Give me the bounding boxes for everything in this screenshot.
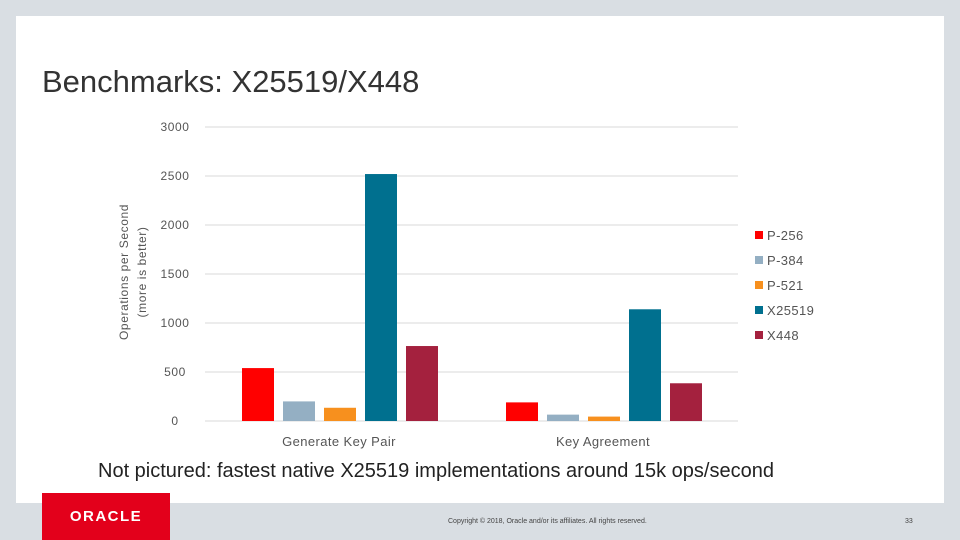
y-axis-label-line2: (more is better)	[135, 227, 149, 318]
legend-swatch	[755, 231, 763, 239]
legend-label: P-521	[767, 278, 804, 293]
bar-p-521-generate-key-pair	[324, 407, 356, 421]
legend-swatch	[755, 281, 763, 289]
legend-swatch	[755, 256, 763, 264]
x-tick-labels: Generate Key Pair Key Agreement	[282, 434, 650, 449]
slide-background	[16, 16, 944, 503]
bar-x25519-key-agreement	[629, 309, 661, 421]
bars	[242, 174, 702, 421]
y-tick-label: 1500	[160, 267, 189, 281]
legend: P-256 P-384 P-521 X25519 X448	[755, 228, 814, 343]
bar-p-256-generate-key-pair	[242, 368, 274, 421]
logo-text: ORACLE	[69, 508, 143, 525]
x-tick-label: Key Agreement	[556, 434, 650, 449]
oracle-logo: ORACLE	[42, 493, 170, 540]
y-axis-label-line1: Operations per Second	[117, 204, 131, 340]
x-tick-label: Generate Key Pair	[282, 434, 396, 449]
y-tick-label: 500	[164, 365, 186, 379]
y-tick-label: 2000	[160, 218, 189, 232]
copyright-text: Copyright © 2018, Oracle and/or its affi…	[448, 518, 647, 525]
y-tick-label: 0	[171, 414, 178, 428]
y-tick-label: 3000	[160, 120, 189, 134]
footnote: Not pictured: fastest native X25519 impl…	[98, 460, 774, 482]
slide-title: Benchmarks: X25519/X448	[42, 64, 420, 99]
bar-p-521-key-agreement	[588, 416, 620, 421]
page-number: 33	[905, 518, 913, 525]
legend-label: X448	[767, 328, 799, 343]
legend-swatch	[755, 306, 763, 314]
bar-p-384-generate-key-pair	[283, 401, 315, 421]
bar-x448-key-agreement	[670, 383, 702, 421]
legend-label: P-256	[767, 228, 804, 243]
bar-p-384-key-agreement	[547, 414, 579, 421]
legend-swatch	[755, 331, 763, 339]
y-tick-labels: 0 500 1000 1500 2000 2500 3000	[160, 120, 189, 428]
legend-label: P-384	[767, 253, 804, 268]
bar-x25519-generate-key-pair	[365, 174, 397, 421]
bar-p-256-key-agreement	[506, 402, 538, 421]
bar-x448-generate-key-pair	[406, 346, 438, 421]
y-tick-label: 1000	[160, 316, 189, 330]
legend-label: X25519	[767, 303, 814, 318]
y-tick-label: 2500	[160, 169, 189, 183]
